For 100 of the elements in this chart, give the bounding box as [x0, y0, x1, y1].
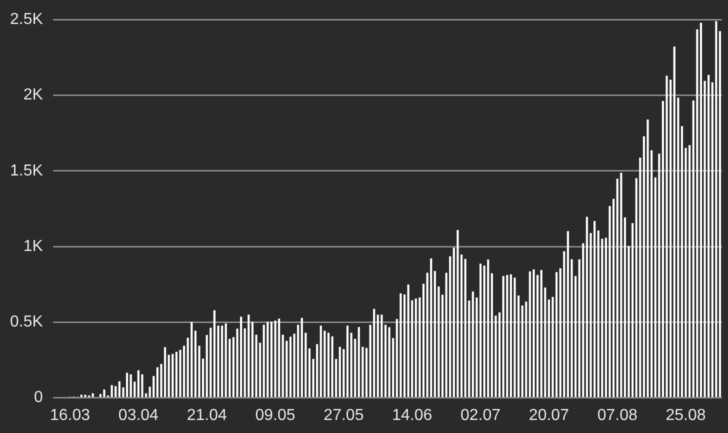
- bar: [646, 119, 649, 398]
- bar: [597, 230, 600, 398]
- bar: [221, 326, 224, 398]
- bar: [422, 284, 425, 398]
- bar: [118, 381, 120, 398]
- bar: [224, 323, 227, 398]
- bar: [194, 330, 196, 398]
- bar: [240, 316, 242, 398]
- bar: [525, 302, 528, 398]
- bar: [514, 278, 516, 398]
- bar: [670, 80, 672, 398]
- bar: [373, 308, 376, 398]
- bar: [342, 349, 345, 398]
- bar: [248, 314, 250, 398]
- bar: [673, 46, 676, 398]
- bar: [168, 354, 170, 398]
- bar: [487, 260, 490, 398]
- bar: [175, 352, 178, 398]
- y-tick-label: 1.5K: [10, 162, 44, 180]
- bar: [183, 346, 186, 398]
- bar: [700, 22, 702, 398]
- bar: [715, 21, 718, 398]
- bar: [137, 370, 140, 398]
- bar: [582, 243, 584, 398]
- x-tick-label: 03.04: [118, 406, 159, 424]
- bar: [278, 318, 280, 398]
- bar: [376, 314, 379, 398]
- y-tick-label: 2.5K: [10, 11, 44, 28]
- bar: [403, 294, 406, 398]
- bar: [141, 374, 144, 398]
- bar: [358, 327, 360, 398]
- x-tick-label: 02.07: [460, 406, 501, 424]
- bar: [130, 374, 132, 398]
- bar: [172, 354, 174, 398]
- bar: [327, 332, 330, 398]
- bar: [282, 334, 284, 398]
- bar: [449, 256, 452, 398]
- bar: [620, 172, 622, 398]
- bar: [213, 310, 216, 398]
- bar: [84, 394, 86, 398]
- bar: [612, 198, 615, 398]
- x-tick-label: 20.07: [528, 406, 570, 424]
- bar: [152, 376, 155, 398]
- bar: [289, 336, 292, 398]
- bar: [540, 270, 542, 398]
- x-tick-label: 25.08: [666, 406, 706, 424]
- x-tick-label: 16.03: [50, 406, 90, 424]
- x-tick-label: 27.05: [324, 406, 364, 424]
- bar: [430, 258, 432, 398]
- bar: [632, 223, 634, 398]
- bar: [506, 274, 508, 398]
- bar: [274, 320, 276, 398]
- bar: [472, 291, 474, 398]
- x-tick-label: 14.06: [392, 406, 432, 424]
- bar: [346, 326, 349, 398]
- bar: [510, 274, 512, 398]
- bar: [266, 322, 269, 398]
- bar: [164, 347, 166, 398]
- bar: [696, 29, 698, 398]
- bar: [594, 220, 596, 398]
- bar: [400, 293, 402, 398]
- bar: [528, 271, 531, 398]
- bar: [300, 318, 303, 398]
- bar: [688, 145, 691, 398]
- bar: [270, 322, 273, 398]
- bar: [708, 74, 710, 398]
- bar: [521, 306, 524, 398]
- bar: [624, 217, 626, 398]
- x-tick-label: 07.08: [597, 406, 638, 424]
- bar: [680, 126, 684, 398]
- bar: [210, 328, 212, 398]
- bar: [388, 327, 390, 398]
- bar: [179, 350, 182, 398]
- bar: [308, 348, 311, 398]
- bar: [718, 31, 722, 398]
- bar: [190, 322, 193, 398]
- bar: [666, 76, 668, 398]
- bar: [658, 154, 660, 398]
- bar: [297, 324, 300, 398]
- bar: [434, 271, 436, 398]
- bar: [384, 324, 387, 398]
- y-tick-label: 0: [34, 389, 44, 406]
- y-tick-label: 0.5K: [10, 314, 44, 331]
- bar: [320, 326, 322, 398]
- bar: [103, 389, 106, 398]
- bar: [548, 299, 550, 398]
- bar: [316, 344, 318, 398]
- bar: [156, 367, 158, 398]
- bar: [380, 314, 383, 398]
- bar: [563, 251, 566, 398]
- bar: [464, 258, 466, 398]
- y-tick-label: 1K: [23, 238, 44, 255]
- bar: [262, 324, 265, 398]
- bar: [502, 276, 504, 398]
- bar: [555, 272, 558, 398]
- bar: [338, 346, 341, 398]
- bar: [114, 386, 117, 398]
- bar: [532, 269, 535, 398]
- bar: [498, 312, 501, 398]
- bar: [586, 216, 588, 398]
